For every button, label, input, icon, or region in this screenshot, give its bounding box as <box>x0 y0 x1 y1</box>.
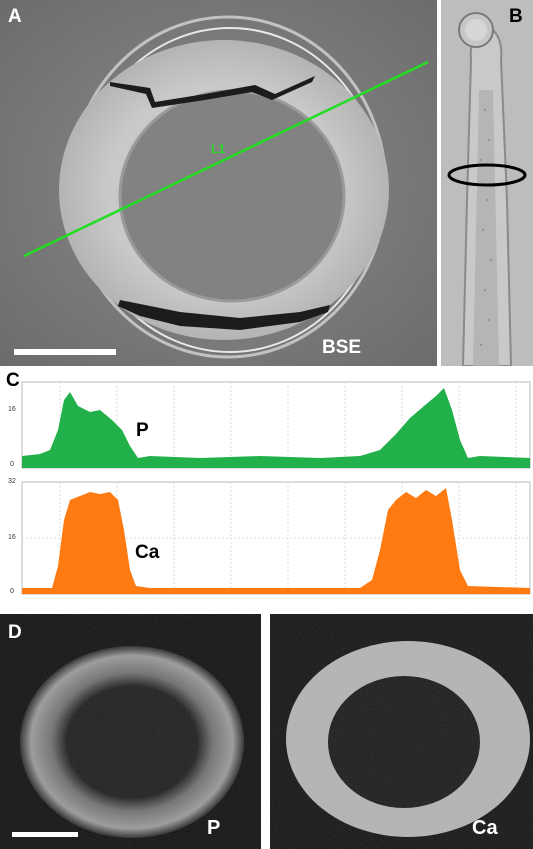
scale-bar-d <box>12 832 78 837</box>
panel-a-bse-image: A L1 BSE <box>0 0 437 366</box>
ellipse-marker <box>447 163 527 187</box>
p-tick-0: 0 <box>10 461 14 468</box>
ca-tick-16: 16 <box>8 534 16 541</box>
ca-profile <box>22 488 530 594</box>
panel-label-d: D <box>8 622 22 643</box>
panel-label-b: B <box>509 6 523 27</box>
ca-tick-32: 32 <box>8 478 16 485</box>
panel-label-a: A <box>8 6 22 27</box>
panel-d-ca-map: Ca <box>270 614 533 849</box>
p-profile <box>22 388 530 468</box>
scale-bar-a <box>14 349 116 355</box>
p-tick-16: 16 <box>8 406 16 413</box>
panel-d-p-map: D P <box>0 614 261 849</box>
p-map-label: P <box>207 817 221 839</box>
ca-tick-0: 0 <box>10 588 14 595</box>
line-label-l1: L1 <box>211 142 226 156</box>
line-scan-l1 <box>23 60 429 258</box>
panel-b-optical-image: B <box>441 0 533 366</box>
ca-series-label: Ca <box>135 542 160 563</box>
detector-label-bse: BSE <box>322 337 362 358</box>
ca-map-label: Ca <box>472 817 498 839</box>
panel-c-line-profiles: C 16 0 32 16 0 P Ca <box>0 370 533 602</box>
panel-label-c: C <box>6 370 20 391</box>
p-series-label: P <box>136 420 149 441</box>
